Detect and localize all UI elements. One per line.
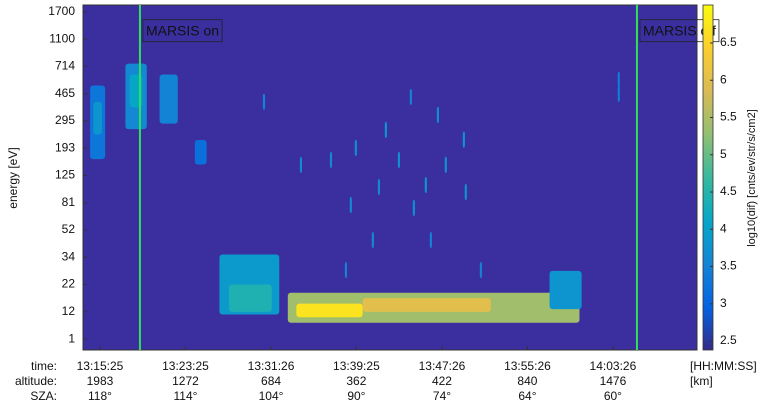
- x-tick-label: 362: [346, 374, 366, 388]
- spectrogram-cell: [617, 85, 620, 103]
- x-tick-label: 1983: [87, 374, 114, 388]
- x-tick-label: 60°: [604, 389, 622, 403]
- colorbar-tick-label: 2.5: [720, 333, 737, 347]
- event-label: MARSIS on: [146, 23, 219, 39]
- spectrogram: [90, 63, 620, 323]
- row-name: SZA:: [30, 389, 57, 403]
- spectrogram-cell: [462, 131, 465, 148]
- colorbar-tick-label: 5: [720, 147, 727, 161]
- colorbar-tick-label: 6: [720, 72, 727, 86]
- x-tick-label: 1476: [600, 374, 627, 388]
- spectrogram-cell: [354, 139, 357, 157]
- y-tick-label: 1: [68, 331, 75, 345]
- x-tick-label: 13:55:26: [504, 359, 551, 373]
- y-tick-label: 125: [55, 168, 75, 182]
- x-tick-label: 118°: [88, 389, 112, 403]
- spectrogram-cell: [194, 140, 207, 165]
- spectrogram-cell: [549, 270, 582, 310]
- colorbar-tick-label: 4: [720, 221, 727, 235]
- spectrogram-cell: [262, 93, 266, 110]
- spectrogram-cell: [296, 303, 363, 318]
- row-name: time:: [31, 359, 57, 373]
- spectrogram-cell: [229, 284, 272, 312]
- y-tick-label: 193: [55, 140, 75, 154]
- x-tick-label: 114°: [173, 389, 197, 403]
- y-tick-label: 465: [55, 86, 75, 100]
- y-tick-label: 81: [62, 195, 76, 209]
- spectrogram-cell: [397, 151, 400, 169]
- x-tick-label: 13:39:25: [333, 359, 380, 373]
- spectrogram-cell: [424, 176, 427, 194]
- x-tick-label: 1272: [172, 374, 199, 388]
- event-label-box: [639, 19, 720, 43]
- spectrogram-cell: [617, 71, 620, 88]
- y-tick-label: 12: [62, 304, 76, 318]
- event-label-box: [142, 19, 223, 43]
- y-tick-label: 34: [62, 249, 76, 263]
- row-unit: [km]: [690, 374, 713, 388]
- colorbar-tick-label: 4.5: [720, 184, 737, 198]
- row-unit: [HH:MM:SS]: [690, 359, 757, 373]
- spectrogram-cell: [159, 74, 178, 124]
- x-tick-label: 74°: [433, 389, 451, 403]
- colorbar-tick-label: 3: [720, 296, 727, 310]
- spectrogram-cell: [377, 178, 381, 196]
- x-tick-label: 104°: [259, 389, 284, 403]
- spectrogram-cell: [384, 121, 387, 139]
- spectrogram-cell: [349, 196, 352, 214]
- colorbar-tick-label: 5.5: [720, 110, 737, 124]
- x-tick-label: 13:47:26: [419, 359, 466, 373]
- spectrogram-cell: [464, 183, 467, 201]
- spectrogram-cell: [436, 106, 439, 124]
- x-tick-label: 14:03:26: [590, 359, 637, 373]
- spectrogram-cell: [444, 156, 447, 173]
- spectrogram-cell: [409, 88, 412, 106]
- event-label: MARSIS off: [643, 23, 716, 39]
- plot-frame: [82, 4, 698, 351]
- plot-background: [83, 5, 697, 350]
- spectrogram-cell: [479, 261, 482, 279]
- x-tick-label: 64°: [518, 389, 536, 403]
- colorbar-tick-label: 6.5: [720, 35, 737, 49]
- y-tick-label: 52: [62, 222, 76, 236]
- spectrogram-cell: [329, 151, 333, 169]
- y-tick-label: 1700: [48, 4, 75, 18]
- x-tick-label: 840: [517, 374, 537, 388]
- spectrogram-cell: [93, 101, 102, 135]
- colorbar-tick-label: 3.5: [720, 259, 737, 273]
- x-tick-label: 13:23:25: [162, 359, 209, 373]
- colorbar: [702, 4, 714, 351]
- y-axis-label: energy [eV]: [6, 147, 20, 208]
- spectrogram-cell: [371, 231, 374, 249]
- spectrogram-cell: [412, 199, 415, 217]
- y-tick-label: 1100: [49, 31, 75, 45]
- y-tick-label: 714: [55, 59, 75, 73]
- x-tick-label: 13:31:26: [248, 359, 295, 373]
- spectrogram-cell: [344, 261, 347, 279]
- colorbar-label: log10(dif) [cnts/ev/str/s/cm2]: [746, 109, 758, 247]
- x-tick-label: 684: [261, 374, 281, 388]
- spectrogram-cell: [299, 156, 303, 173]
- x-tick-label: 422: [432, 374, 452, 388]
- row-name: altitude:: [15, 374, 57, 388]
- spectrogram-cell: [429, 231, 432, 249]
- spectrogram-cell: [362, 298, 491, 312]
- y-tick-label: 22: [62, 277, 76, 291]
- x-tick-label: 13:15:25: [77, 359, 124, 373]
- y-tick-label: 295: [55, 113, 75, 127]
- x-tick-label: 90°: [347, 389, 365, 403]
